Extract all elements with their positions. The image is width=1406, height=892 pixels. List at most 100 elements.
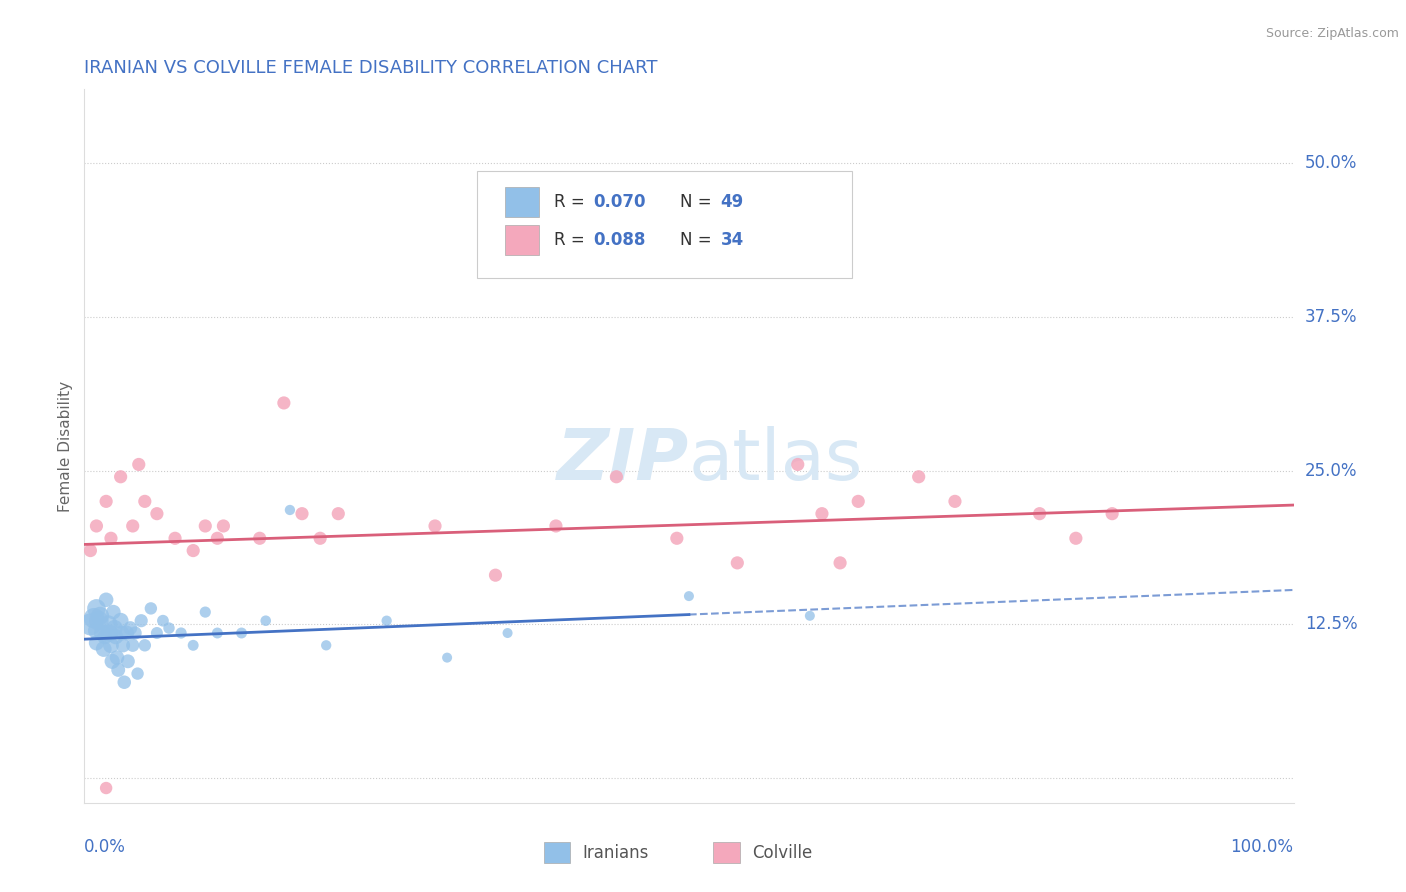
Text: 37.5%: 37.5% — [1305, 308, 1357, 326]
Point — [496, 626, 519, 640]
Point — [207, 531, 229, 545]
Point — [181, 638, 204, 652]
Point — [678, 589, 700, 603]
Point — [83, 611, 105, 625]
Point — [309, 531, 332, 545]
Point — [328, 507, 350, 521]
Point — [157, 621, 180, 635]
Point — [86, 519, 108, 533]
Point — [484, 568, 506, 582]
Text: 0.0%: 0.0% — [84, 838, 127, 855]
Point — [207, 626, 229, 640]
Point — [830, 556, 852, 570]
Point — [128, 458, 150, 472]
Y-axis label: Female Disability: Female Disability — [58, 380, 73, 512]
Point — [1064, 531, 1087, 545]
Point — [117, 654, 139, 668]
Text: N =: N = — [681, 232, 717, 250]
Text: atlas: atlas — [689, 425, 863, 495]
FancyBboxPatch shape — [478, 171, 852, 278]
Point — [181, 543, 204, 558]
Point — [725, 556, 748, 570]
Point — [231, 626, 253, 640]
Point — [146, 626, 169, 640]
Point — [86, 636, 108, 650]
Point — [112, 675, 135, 690]
Point — [94, 494, 117, 508]
Point — [1101, 507, 1123, 521]
Point — [103, 605, 125, 619]
Bar — [713, 842, 740, 863]
Point — [79, 617, 101, 632]
Point — [291, 507, 314, 521]
Point — [115, 626, 138, 640]
Point — [127, 666, 149, 681]
Point — [139, 601, 162, 615]
Text: 12.5%: 12.5% — [1305, 615, 1357, 633]
Text: R =: R = — [554, 232, 589, 250]
Point — [134, 494, 156, 508]
Point — [94, 630, 117, 644]
Text: 50.0%: 50.0% — [1305, 154, 1357, 172]
Point — [121, 519, 143, 533]
Point — [91, 626, 114, 640]
Point — [110, 614, 132, 628]
Point — [315, 638, 337, 652]
Bar — [544, 842, 571, 863]
Point — [110, 469, 132, 483]
Point — [104, 630, 127, 644]
Text: R =: R = — [554, 193, 589, 211]
Point — [100, 531, 122, 545]
Point — [107, 663, 129, 677]
Point — [375, 614, 398, 628]
Point — [124, 626, 146, 640]
Point — [605, 469, 627, 483]
Point — [105, 650, 128, 665]
Bar — [505, 226, 538, 255]
Point — [786, 458, 808, 472]
Point — [254, 614, 277, 628]
Point — [811, 507, 834, 521]
Point — [278, 503, 301, 517]
Point — [100, 638, 122, 652]
Text: Iranians: Iranians — [582, 844, 650, 862]
Text: 0.070: 0.070 — [593, 193, 645, 211]
Point — [665, 531, 688, 545]
Point — [249, 531, 271, 545]
Point — [101, 654, 124, 668]
Text: 49: 49 — [720, 193, 744, 211]
Point — [273, 396, 295, 410]
Point — [121, 638, 143, 652]
Point — [799, 608, 821, 623]
Point — [89, 608, 111, 623]
Bar — [505, 187, 538, 217]
Point — [86, 624, 108, 638]
Point — [87, 614, 110, 628]
Text: IRANIAN VS COLVILLE FEMALE DISABILITY CORRELATION CHART: IRANIAN VS COLVILLE FEMALE DISABILITY CO… — [84, 59, 658, 77]
Text: N =: N = — [681, 193, 717, 211]
Text: ZIP: ZIP — [557, 425, 689, 495]
Text: 0.088: 0.088 — [593, 232, 645, 250]
Point — [212, 519, 235, 533]
Point — [93, 642, 115, 657]
Point — [170, 626, 193, 640]
Point — [104, 621, 127, 635]
Point — [194, 605, 217, 619]
Point — [134, 638, 156, 652]
Point — [94, 780, 117, 795]
Text: Colville: Colville — [752, 844, 813, 862]
Point — [194, 519, 217, 533]
Point — [152, 614, 174, 628]
Point — [165, 531, 187, 545]
Point — [98, 626, 121, 640]
Point — [86, 601, 108, 615]
Point — [94, 592, 117, 607]
Point — [129, 614, 152, 628]
Point — [436, 650, 458, 665]
Point — [120, 621, 142, 635]
Point — [146, 507, 169, 521]
Point — [1028, 507, 1050, 521]
Point — [846, 494, 869, 508]
Point — [111, 626, 134, 640]
Point — [79, 543, 101, 558]
